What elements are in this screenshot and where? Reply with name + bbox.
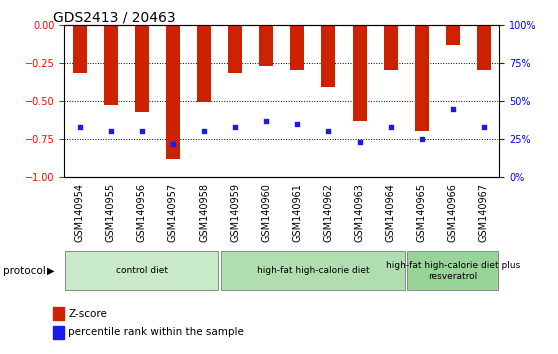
- Bar: [135, 25, 149, 112]
- Text: GSM140959: GSM140959: [230, 183, 240, 242]
- Bar: [290, 25, 304, 70]
- Point: [230, 124, 239, 130]
- Point: [324, 129, 333, 134]
- Bar: [197, 25, 211, 102]
- Point: [417, 136, 426, 142]
- Text: percentile rank within the sample: percentile rank within the sample: [68, 327, 244, 337]
- Point: [479, 124, 488, 130]
- Bar: [321, 25, 335, 87]
- FancyBboxPatch shape: [221, 251, 405, 290]
- Bar: [415, 25, 429, 131]
- Point: [137, 129, 146, 134]
- Bar: [53, 326, 64, 339]
- Bar: [383, 25, 398, 70]
- Text: high-fat high-calorie diet: high-fat high-calorie diet: [257, 266, 369, 275]
- Text: GSM140958: GSM140958: [199, 183, 209, 242]
- Text: GSM140966: GSM140966: [448, 183, 458, 242]
- Text: ▶: ▶: [47, 266, 55, 276]
- Bar: [228, 25, 242, 74]
- Bar: [353, 25, 367, 121]
- Bar: [446, 25, 460, 45]
- Text: GSM140956: GSM140956: [137, 183, 147, 242]
- Text: GSM140964: GSM140964: [386, 183, 396, 242]
- Bar: [73, 25, 86, 74]
- Bar: [104, 25, 118, 105]
- Point: [75, 124, 84, 130]
- Point: [355, 139, 364, 145]
- Text: GSM140963: GSM140963: [354, 183, 364, 242]
- Bar: [477, 25, 491, 70]
- Text: GSM140957: GSM140957: [168, 183, 178, 242]
- Bar: [166, 25, 180, 159]
- Text: GSM140954: GSM140954: [75, 183, 85, 242]
- Point: [169, 141, 177, 146]
- Text: GSM140965: GSM140965: [417, 183, 427, 242]
- Bar: [259, 25, 273, 66]
- Text: GDS2413 / 20463: GDS2413 / 20463: [53, 11, 176, 25]
- Text: GSM140955: GSM140955: [106, 183, 116, 242]
- FancyBboxPatch shape: [65, 251, 218, 290]
- FancyBboxPatch shape: [407, 251, 498, 290]
- Point: [262, 118, 271, 124]
- Text: Z-score: Z-score: [68, 309, 107, 319]
- Point: [200, 129, 209, 134]
- Text: control diet: control diet: [116, 266, 168, 275]
- Point: [293, 121, 302, 127]
- Bar: [53, 307, 64, 320]
- Text: GSM140962: GSM140962: [324, 183, 334, 242]
- Text: GSM140960: GSM140960: [261, 183, 271, 242]
- Text: high-fat high-calorie diet plus
resveratrol: high-fat high-calorie diet plus resverat…: [386, 261, 520, 280]
- Point: [448, 105, 457, 111]
- Text: GSM140961: GSM140961: [292, 183, 302, 242]
- Text: GSM140967: GSM140967: [479, 183, 489, 242]
- Point: [386, 124, 395, 130]
- Point: [107, 129, 116, 134]
- Text: protocol: protocol: [3, 266, 46, 276]
